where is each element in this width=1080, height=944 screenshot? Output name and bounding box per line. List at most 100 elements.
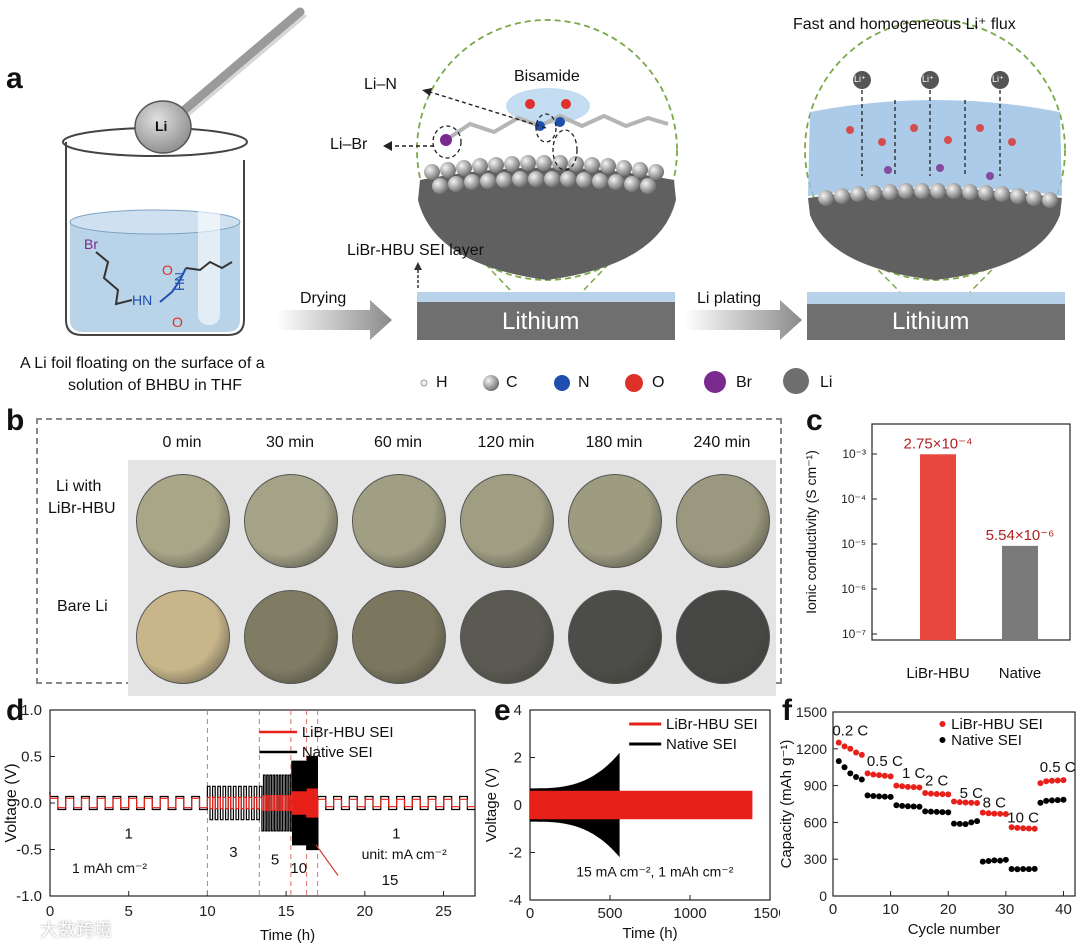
legend-label: LiBr-HBU SEI	[951, 716, 1043, 733]
legend-label: LiBr-HBU SEI	[302, 724, 394, 741]
data-point	[1048, 777, 1055, 784]
data-point	[922, 808, 929, 815]
data-point	[904, 783, 911, 790]
time-label: 120 min	[477, 434, 535, 451]
data-point	[974, 818, 981, 825]
y-axis-label: Ionic conductivity (S cm⁻¹)	[803, 450, 819, 614]
data-point	[1031, 825, 1038, 832]
panel-b-label: b	[6, 404, 25, 437]
legend-li: Li	[820, 374, 833, 391]
stage-label: 3	[229, 844, 237, 861]
condition-annotation: 15 mA cm⁻², 1 mAh cm⁻²	[576, 863, 733, 879]
data-point	[1008, 866, 1015, 873]
data-point	[864, 792, 871, 799]
data-point	[974, 800, 981, 807]
data-point	[951, 820, 957, 827]
rate-label: 2 C	[925, 773, 949, 790]
stage-label: 1	[392, 825, 400, 842]
y-tick-label: -2	[509, 845, 522, 862]
legend-label: Native SEI	[951, 732, 1022, 749]
data-point	[933, 808, 940, 815]
data-point	[956, 799, 963, 806]
li-disk-photo	[460, 590, 554, 684]
data-point	[997, 857, 1004, 864]
y-tick-label: 900	[804, 778, 828, 794]
y-tick-label: 0.0	[21, 795, 42, 812]
li-disk-photo	[676, 474, 770, 568]
data-point	[864, 770, 871, 777]
data-point	[858, 776, 865, 783]
data-point	[927, 790, 934, 797]
li-disk-photo	[568, 474, 662, 568]
y-tick-label: -4	[509, 892, 522, 909]
y-tick-label: 10⁻⁴	[841, 492, 866, 506]
x-tick-label: 40	[1055, 901, 1072, 918]
legend-o: O	[652, 374, 665, 391]
y-tick-label: 10⁻⁷	[842, 627, 866, 641]
plating-arrow-icon	[685, 300, 802, 340]
data-point	[904, 803, 911, 810]
data-point	[910, 803, 917, 810]
y-tick-label: 0.5	[21, 749, 42, 766]
li-n-label: Li–N	[364, 76, 397, 93]
li-disk-photo	[568, 590, 662, 684]
sei-layer-label: LiBr-HBU SEI layer	[347, 242, 484, 259]
chart-c: 10⁻³ 10⁻⁴ 10⁻⁵ 10⁻⁶ 10⁻⁷ 2.75×10⁻⁴ LiBr-HBU 5.5…	[803, 423, 1071, 682]
legend-br: Br	[736, 374, 752, 391]
data-point	[939, 809, 946, 816]
tweezers-icon	[170, 7, 307, 124]
x-tick-label: 30	[998, 901, 1015, 918]
data-point	[899, 802, 906, 809]
y-tick-label: 0	[514, 797, 522, 814]
y-tick-label: 1500	[796, 704, 827, 720]
li-disk-photo	[136, 590, 230, 684]
x-tick-label: 0	[46, 903, 54, 920]
data-point	[1054, 777, 1061, 784]
data-point	[858, 751, 865, 758]
rate-label: 0.2 C	[832, 722, 868, 739]
data-point	[876, 772, 883, 779]
data-point	[1048, 797, 1055, 804]
y-axis-label: Voltage (V)	[483, 768, 500, 842]
molecule-hn-label: HN	[132, 292, 153, 308]
data-point	[1037, 799, 1044, 806]
data-point	[916, 803, 923, 810]
li-disk-photo	[136, 474, 230, 568]
data-point	[910, 784, 917, 791]
y-tick-label: -0.5	[16, 842, 42, 859]
bar-value-label: 2.75×10⁻⁴	[903, 435, 972, 452]
data-point	[835, 739, 842, 746]
y-tick-label: 300	[804, 851, 828, 867]
series-libr	[530, 790, 753, 820]
data-point	[922, 789, 929, 796]
x-axis-label: Time (h)	[622, 925, 677, 942]
data-point	[1002, 811, 1009, 818]
panel-a-illustration	[62, 7, 1066, 394]
time-label: 240 min	[693, 434, 751, 451]
data-point	[853, 774, 860, 781]
x-tick-label: 5	[125, 903, 133, 920]
y-tick-label: 600	[804, 814, 828, 830]
lithium-label-2: Lithium	[892, 308, 970, 335]
li-disk-photo	[352, 474, 446, 568]
y-tick-label: -1.0	[16, 888, 42, 905]
molecule-o1-label: O	[162, 262, 173, 278]
data-point	[1025, 825, 1032, 832]
data-point	[847, 745, 854, 752]
data-point	[1025, 866, 1032, 873]
li-disk-photo	[244, 590, 338, 684]
legend-n: N	[578, 374, 590, 391]
x-tick-label: 1000	[673, 905, 706, 922]
legend-label: LiBr-HBU SEI	[666, 716, 758, 733]
data-point	[1043, 797, 1050, 804]
li-disk-label: Li	[155, 118, 168, 134]
rate-label: 5 C	[960, 785, 984, 802]
legend-marker	[939, 737, 946, 743]
atom-legend-icons	[420, 368, 809, 394]
data-point	[1008, 824, 1015, 831]
data-point	[893, 782, 900, 789]
x-tick-label: 10	[882, 901, 899, 918]
x-axis-label: Cycle number	[908, 921, 1001, 938]
li-plus-3: Li⁺	[992, 74, 1004, 84]
y-tick-label: 10⁻³	[842, 447, 866, 461]
